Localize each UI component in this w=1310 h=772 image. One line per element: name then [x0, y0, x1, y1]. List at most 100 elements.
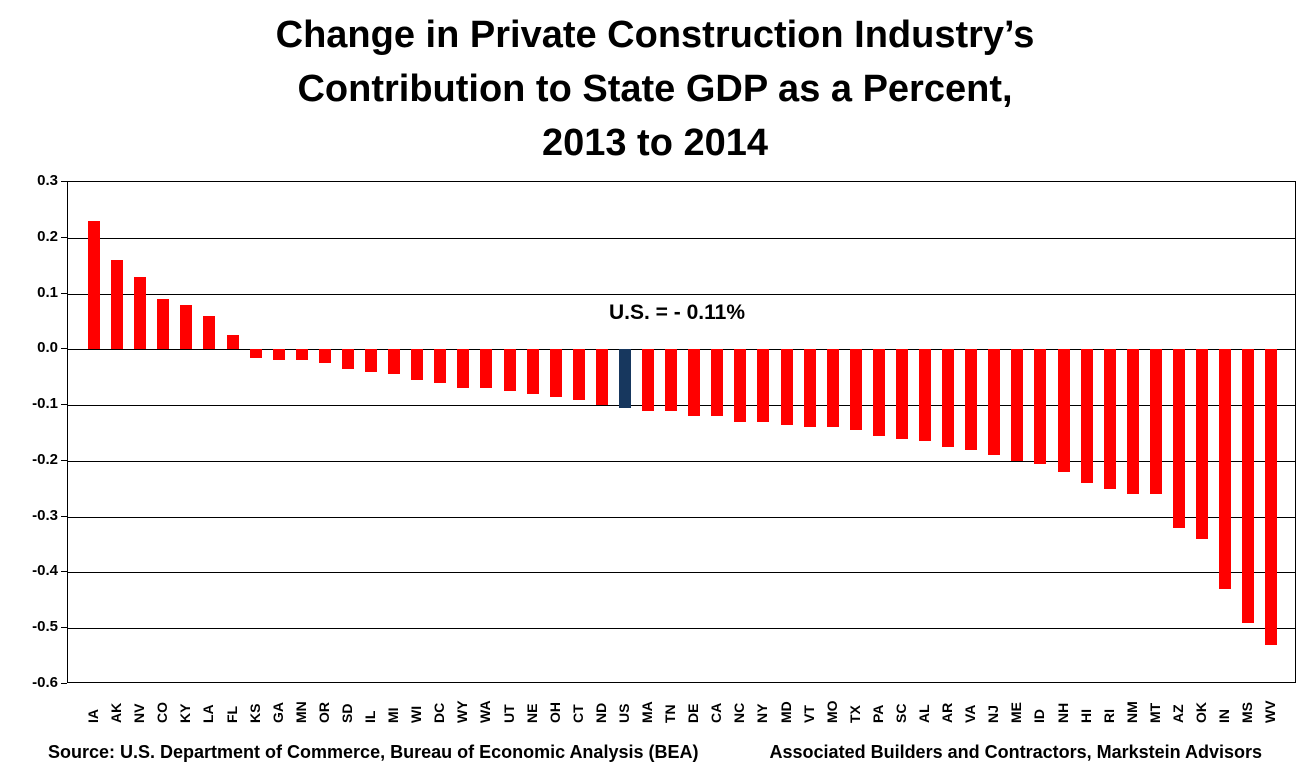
y-axis-tick-mark [61, 348, 67, 350]
bar-NV [134, 276, 147, 350]
x-axis-label-OH: OH [546, 702, 563, 723]
bar-ID [1034, 349, 1047, 464]
x-axis-label-LA: LA [200, 704, 217, 723]
gridline [68, 237, 1295, 239]
x-axis-label-MI: MI [385, 707, 402, 723]
x-axis-label-SC: SC [892, 703, 909, 723]
bar-GA [272, 349, 285, 361]
x-axis-label-ND: ND [592, 702, 609, 723]
bar-NE [526, 349, 539, 394]
x-axis-label-NM: NM [1123, 701, 1140, 723]
x-axis-label-FL: FL [223, 705, 240, 723]
bar-WI [411, 349, 424, 380]
bar-RI [1103, 349, 1116, 489]
x-axis-label-OK: OK [1193, 702, 1210, 723]
bar-TN [665, 349, 678, 411]
bar-OK [1196, 349, 1209, 539]
x-axis-label-US: US [615, 703, 632, 723]
x-axis-label-RI: RI [1100, 709, 1117, 723]
bar-WV [1265, 349, 1278, 645]
bar-NY [757, 349, 770, 422]
x-axis-label-WA: WA [477, 700, 494, 723]
bar-LA [203, 315, 216, 350]
x-axis-label-WI: WI [408, 705, 425, 723]
bar-NH [1057, 349, 1070, 473]
y-axis-tick-mark [61, 571, 67, 573]
x-axis-label-TN: TN [662, 704, 679, 723]
x-axis-label-MD: MD [777, 701, 794, 723]
y-axis-tick-mark [61, 459, 67, 461]
x-axis-label-WY: WY [454, 700, 471, 723]
gridline [68, 405, 1295, 407]
gridline [68, 516, 1295, 518]
y-axis-tick-label: -0.5 [32, 618, 58, 636]
x-axis-label-HI: HI [1077, 709, 1094, 723]
x-axis-label-NV: NV [131, 703, 148, 723]
bar-VT [803, 349, 816, 428]
bar-AK [111, 260, 124, 350]
us-value-annotation: U.S. = - 0.11% [609, 301, 745, 324]
gridline [68, 572, 1295, 574]
bar-NC [734, 349, 747, 422]
x-axis-label-MS: MS [1239, 702, 1256, 723]
bar-MO [826, 349, 839, 428]
x-axis-label-ID: ID [1031, 709, 1048, 723]
x-axis-label-KS: KS [246, 703, 263, 723]
bar-MT [1149, 349, 1162, 495]
bar-KY [180, 304, 193, 350]
x-axis-label-PA: PA [869, 704, 886, 723]
x-axis-label-DC: DC [431, 702, 448, 723]
gridline [68, 293, 1295, 295]
y-axis-tick-label: 0.2 [37, 227, 58, 245]
x-axis-label-IL: IL [362, 710, 379, 723]
x-axis-label-NJ: NJ [985, 705, 1002, 723]
x-axis-label-WV: WV [1262, 700, 1279, 723]
y-axis-tick-label: -0.1 [32, 395, 58, 413]
x-axis-label-CO: CO [154, 702, 171, 723]
x-axis-label-CA: CA [708, 702, 725, 723]
x-axis-label-KY: KY [177, 703, 194, 723]
bar-CO [157, 299, 170, 350]
bar-IL [365, 349, 378, 372]
gridline [68, 349, 1295, 351]
y-axis-tick-mark [61, 292, 67, 294]
y-axis-tick-label: 0.1 [37, 283, 58, 301]
x-axis-label-VA: VA [962, 704, 979, 723]
x-axis-label-IN: IN [1216, 709, 1233, 723]
chart-title-line-1: Change in Private Construction Industry’… [275, 14, 1035, 56]
bar-NM [1126, 349, 1139, 495]
publisher-attribution: Associated Builders and Contractors, Mar… [769, 742, 1262, 762]
x-axis-label-MO: MO [823, 700, 840, 723]
y-axis-tick-label: -0.4 [32, 562, 58, 580]
bar-MA [642, 349, 655, 411]
x-axis-label-DE: DE [685, 703, 702, 723]
x-axis-label-AK: AK [108, 702, 125, 723]
x-axis-label-OR: OR [315, 702, 332, 723]
x-axis-label-NE: NE [523, 703, 540, 723]
bar-ME [1011, 349, 1024, 461]
chart-title-line-2: Contribution to State GDP as a Percent, [297, 68, 1013, 110]
bar-OR [318, 349, 331, 364]
chart-title-line-3: 2013 to 2014 [541, 122, 769, 164]
x-axis-label-IA: IA [85, 709, 101, 723]
y-axis-tick-mark [61, 236, 67, 238]
bar-KS [249, 349, 262, 358]
y-axis-tick-mark [61, 683, 67, 684]
bar-WY [457, 349, 470, 389]
x-axis-label-MA: MA [639, 701, 656, 723]
bar-IN [1219, 349, 1232, 590]
bar-OH [549, 349, 562, 397]
bar-CT [572, 349, 585, 400]
y-axis-tick-label: 0.0 [37, 339, 58, 357]
x-axis-label-MN: MN [292, 701, 309, 723]
bar-FL [226, 335, 239, 350]
bar-SD [341, 349, 354, 369]
y-axis-tick-mark [61, 515, 67, 517]
gridline [68, 460, 1295, 462]
gridline [68, 628, 1295, 630]
x-axis-label-CT: CT [569, 704, 586, 723]
y-axis-tick-mark [61, 627, 67, 629]
y-axis-tick-mark [61, 404, 67, 406]
